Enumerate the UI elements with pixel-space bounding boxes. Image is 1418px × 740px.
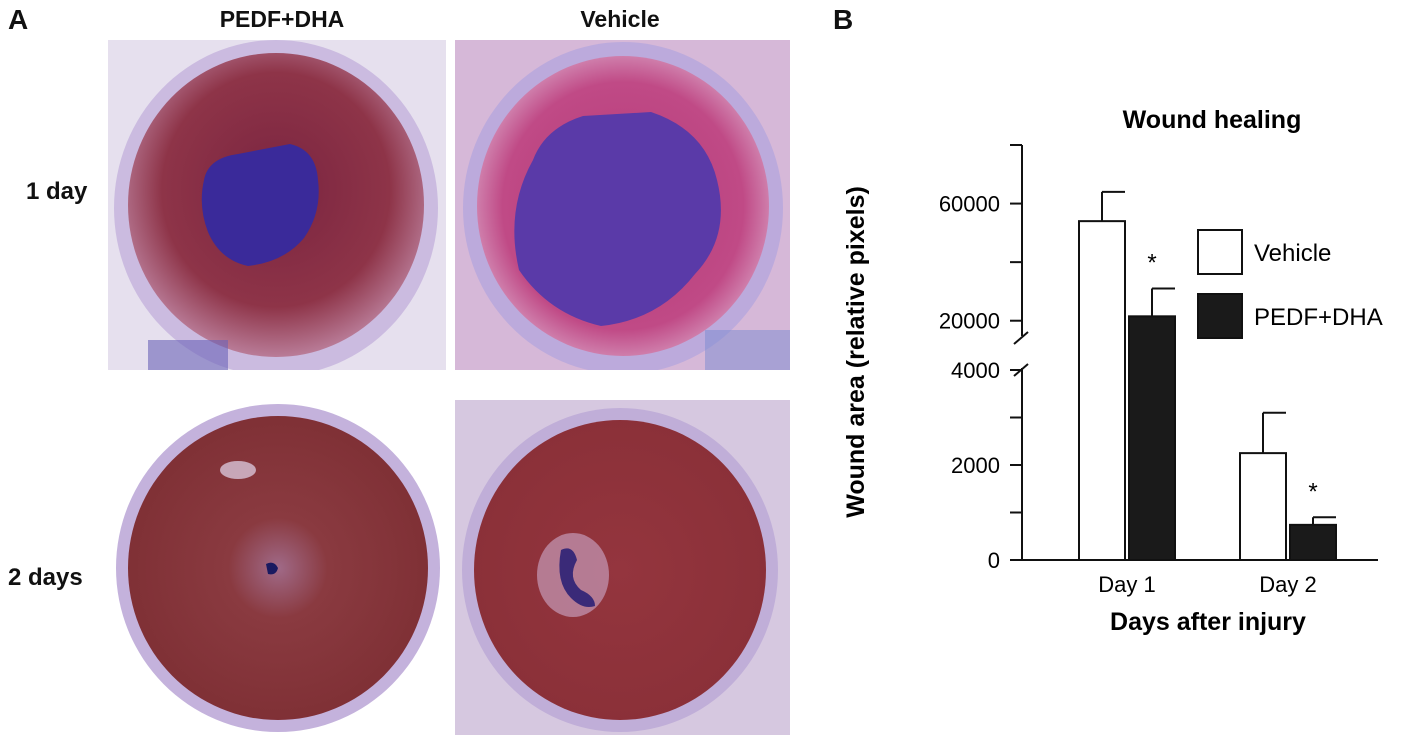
wound-healing-chart: Wound healing Wound area (relative pixel… — [842, 106, 1383, 636]
y-axis-label: Wound area (relative pixels) — [842, 186, 870, 518]
x-tick-label: Day 2 — [1259, 572, 1316, 597]
row-label-2-days: 2 days — [8, 564, 83, 591]
x-tick-label: Day 1 — [1098, 572, 1155, 597]
panel-b-letter: B — [833, 4, 854, 35]
legend-swatch — [1197, 293, 1243, 339]
significance-star: * — [1308, 478, 1317, 505]
x-axis-label: Days after injury — [1110, 608, 1306, 636]
y-tick-label: 0 — [988, 548, 1000, 573]
chart-title: Wound healing — [1123, 106, 1302, 134]
cornea-photo-pedf-day1 — [108, 40, 446, 370]
y-tick-label: 4000 — [951, 358, 1000, 383]
cornea-photo-pedf-day2 — [108, 400, 446, 735]
column-label-vehicle: Vehicle — [580, 6, 660, 32]
bar-pedf-dha-day-2 — [1289, 523, 1337, 562]
panel-a-letter: A — [8, 4, 29, 35]
y-tick-label: 2000 — [951, 453, 1000, 478]
column-label-pedf-dha: PEDF+DHA — [219, 6, 345, 32]
axis-break-mark — [1013, 331, 1029, 345]
bar-pedf-dha-day-1 — [1128, 315, 1176, 561]
significance-star: * — [1147, 250, 1156, 277]
bar-vehicle-day-1 — [1078, 220, 1126, 561]
y-tick-label: 20000 — [939, 309, 1000, 334]
legend-label: Vehicle — [1254, 240, 1331, 267]
cornea-photo-vehicle-day1 — [455, 40, 790, 370]
bar-vehicle-day-2 — [1239, 452, 1287, 561]
row-label-1-day: 1 day — [26, 178, 88, 205]
y-tick-label: 60000 — [939, 192, 1000, 217]
legend-swatch — [1197, 229, 1243, 275]
cornea-photo-vehicle-day2 — [455, 400, 790, 735]
legend-label: PEDF+DHA — [1254, 304, 1383, 331]
